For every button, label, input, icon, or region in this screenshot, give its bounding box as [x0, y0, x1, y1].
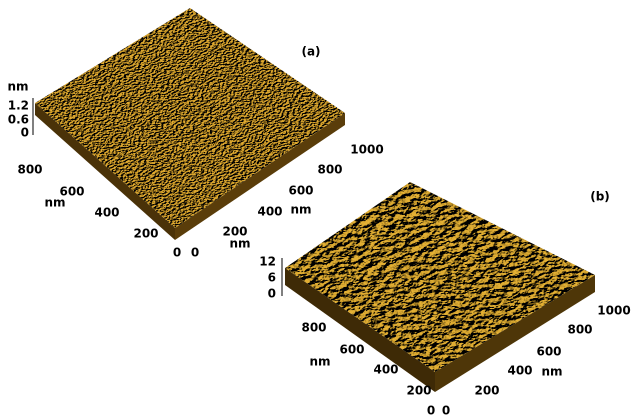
y-tick-label: 200 [406, 384, 431, 398]
x-unit: nm [541, 365, 562, 379]
surface-b [285, 182, 595, 392]
y-tick-label: 200 [133, 227, 158, 241]
y-unit: nm [309, 355, 330, 369]
y-tick-label: 0 [173, 246, 181, 260]
y-tick-label: 600 [339, 343, 364, 357]
y-tick-label: 800 [17, 163, 42, 177]
y-tick-label: 400 [94, 206, 119, 220]
x-tick-label: 800 [567, 323, 592, 337]
z-tick-label: 0 [268, 287, 276, 301]
afm-figure: (a)nm1.20.608006004002000nm0200400600800… [0, 0, 633, 419]
x-tick-label: 0 [442, 404, 450, 418]
x-tick-label: 1000 [597, 304, 630, 318]
y-unit: nm [44, 196, 65, 210]
x-tick-label: 400 [507, 364, 532, 378]
panel-label: (a) [301, 45, 320, 59]
x-tick-label: 800 [317, 163, 342, 177]
z-tick-label: 0.6 [8, 113, 29, 127]
x-tick-label: 600 [288, 184, 313, 198]
x-tick-label: 400 [257, 205, 282, 219]
y-tick-label: 800 [301, 321, 326, 335]
y-tick-label: 400 [373, 363, 398, 377]
z-unit: nm [7, 80, 28, 94]
y-tick-label: 0 [427, 404, 435, 418]
z-tick-label: 12 [259, 255, 276, 269]
x-unit: nm [290, 203, 311, 217]
z-tick-label: 0 [21, 126, 29, 140]
x-tick-label: 0 [191, 246, 199, 260]
x-tick-label: 600 [536, 345, 561, 359]
z-tick-label: 6 [268, 271, 276, 285]
x-tick-label: 1000 [350, 143, 383, 157]
z-unit: nm [229, 237, 250, 251]
x-tick-label: 200 [474, 384, 499, 398]
panel-label: (b) [590, 190, 610, 204]
z-tick-label: 1.2 [8, 99, 29, 113]
